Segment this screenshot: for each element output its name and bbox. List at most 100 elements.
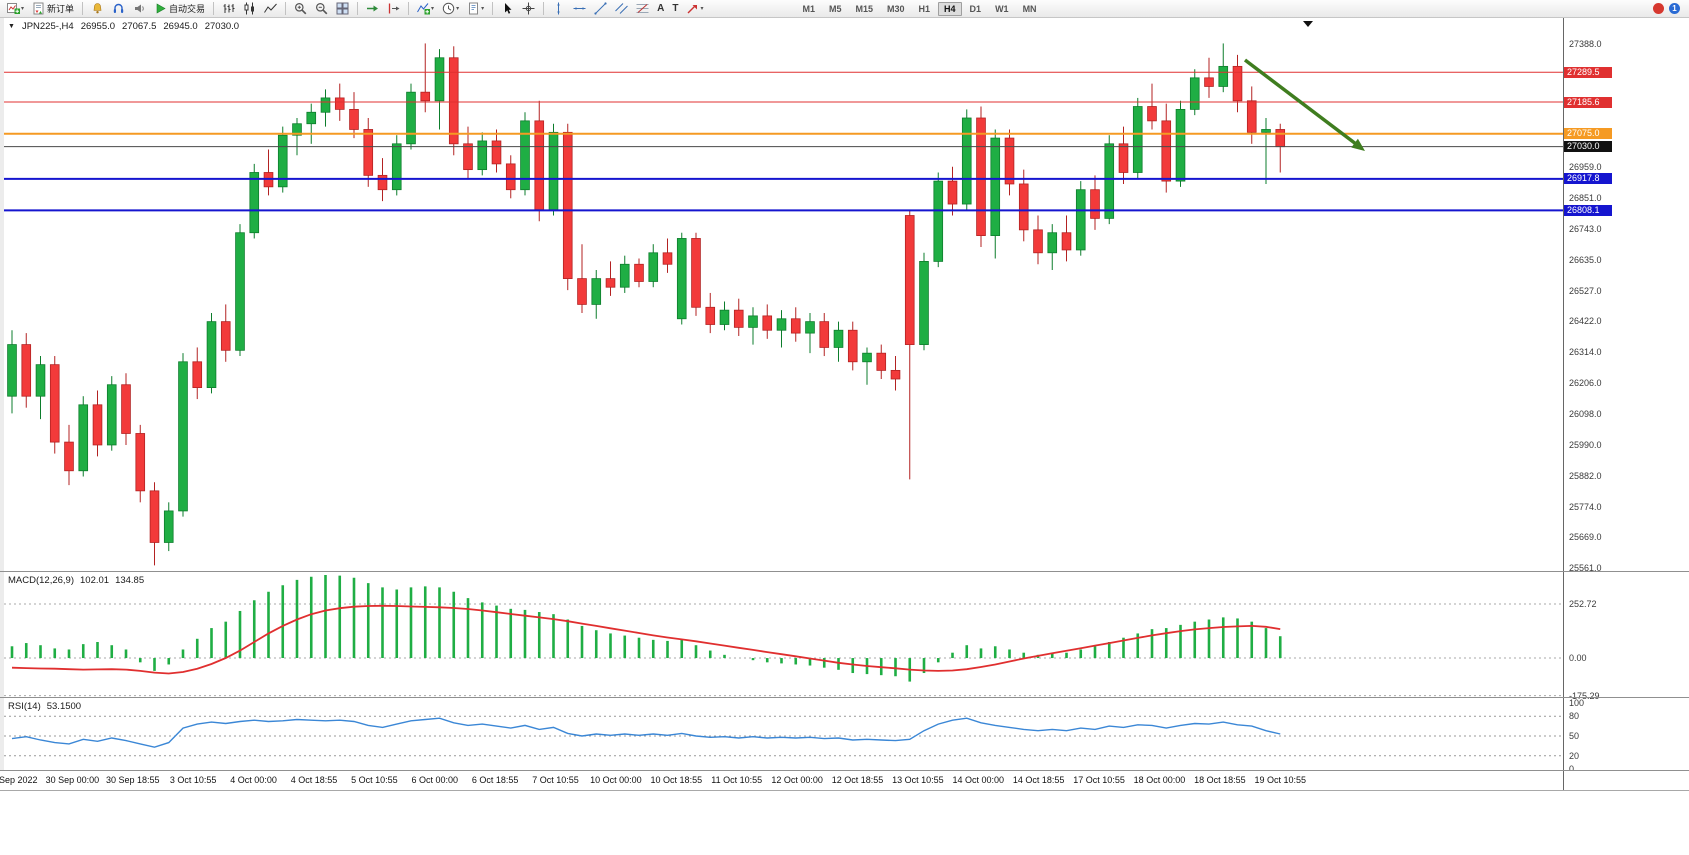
price-axis-label: 26635.0	[1569, 254, 1602, 265]
time-axis-label: 12 Oct 00:00	[771, 775, 823, 785]
price-axis-label: 26098.0	[1569, 408, 1602, 419]
rsi-label: RSI(14) 53.1500	[8, 701, 81, 712]
time-axis-label: 18 Oct 00:00	[1133, 775, 1186, 785]
candles-series[interactable]	[7, 43, 1286, 566]
macd-axis[interactable]: 252.72 0.00 -175.29	[1564, 572, 1688, 701]
indicators-button[interactable]: ▾	[414, 0, 437, 18]
price-axis-label: 25669.0	[1569, 532, 1602, 543]
periods-button[interactable]: ▾	[439, 0, 462, 18]
zoom-in-button[interactable]	[291, 0, 310, 18]
chart-line-button[interactable]	[261, 0, 280, 18]
toolbar-right: 1	[1648, 3, 1686, 14]
window-border	[0, 18, 4, 790]
time-axis-label: 30 Sep 00:00	[45, 775, 100, 785]
timeframe-mn-button[interactable]: MN	[1022, 3, 1037, 14]
alerts-button[interactable]	[88, 0, 107, 18]
macd-axis-label: -175.29	[1569, 690, 1600, 701]
text-label: A	[657, 3, 665, 14]
rsi-panel[interactable]	[4, 699, 1563, 771]
new-order-button[interactable]: 新订单	[29, 0, 77, 18]
chart-candles-button[interactable]	[240, 0, 259, 18]
trend-icon	[594, 2, 607, 15]
horizontal-lines	[4, 71, 1563, 212]
text-label-label: T	[672, 3, 679, 14]
linechart-icon	[264, 2, 277, 15]
macd-panel[interactable]	[4, 572, 1563, 697]
timeframe-h1-button[interactable]: H1	[918, 3, 931, 14]
fibonacci-button[interactable]	[633, 0, 652, 18]
price-axis-label: 25882.0	[1569, 470, 1602, 481]
community-icon[interactable]	[1653, 3, 1664, 14]
horizontal-line-button[interactable]	[570, 0, 589, 18]
bell-icon	[91, 2, 104, 15]
rsi-axis-label: 50	[1569, 731, 1580, 741]
timeframe-m1-button[interactable]: M1	[802, 3, 815, 14]
arrowtool-icon	[686, 2, 699, 15]
collapse-icon[interactable]: ▼	[8, 23, 15, 30]
zoom-in-icon	[294, 2, 307, 15]
time-axis-label: 4 Oct 18:55	[290, 775, 338, 785]
indicators-icon	[417, 2, 431, 15]
timeframe-h4-button[interactable]: H4	[938, 1, 962, 16]
time-axis-label: 10 Oct 00:00	[590, 775, 642, 785]
rsi-value: 53.1500	[46, 701, 82, 712]
price-axis-label: 25561.0	[1569, 563, 1602, 573]
clock-icon	[442, 2, 455, 15]
rsi-axis-label: 0	[1569, 764, 1575, 774]
price-axis-label: 27388.0	[1569, 39, 1602, 49]
text-button[interactable]: A	[654, 0, 667, 18]
time-axis[interactable]: 29 Sep 2022 30 Sep 00:00 30 Sep 18:55 3 Oct…	[0, 771, 1689, 790]
timeframe-m30-button[interactable]: M30	[887, 3, 905, 14]
chart-symbol-period: JPN225-,H4	[21, 21, 74, 32]
vertical-line-button[interactable]	[549, 0, 568, 18]
zoom-out-button[interactable]	[312, 0, 331, 18]
rsi-axis-label: 80	[1569, 711, 1580, 722]
speaker-icon	[133, 2, 146, 15]
new-order-icon	[32, 2, 45, 15]
arrows-button[interactable]: ▾	[683, 0, 706, 18]
equidistant-channel-button[interactable]	[612, 0, 631, 18]
timeframe-m5-button[interactable]: M5	[828, 3, 842, 14]
time-axis-label: 19 Oct 10:55	[1254, 775, 1307, 785]
time-axis-label: 18 Oct 18:55	[1194, 775, 1246, 785]
crosshair-button[interactable]	[519, 0, 538, 18]
tile-windows-button[interactable]	[333, 0, 352, 18]
chart-shift-button[interactable]	[384, 0, 403, 18]
chart-bars-button[interactable]	[219, 0, 238, 18]
cursor-button[interactable]	[498, 0, 517, 18]
chart-shift-marker[interactable]	[1303, 21, 1313, 27]
notifications-icon[interactable]: 1	[1669, 3, 1680, 14]
time-axis-label: 17 Oct 10:55	[1073, 775, 1125, 785]
trend-arrow-annotation[interactable]	[1243, 58, 1365, 151]
sound-button[interactable]	[130, 0, 149, 18]
timeframe-d1-button[interactable]: D1	[969, 3, 982, 14]
panel-splitter[interactable]	[0, 697, 1689, 698]
autotrading-label: 自动交易	[169, 4, 206, 14]
text-label-button[interactable]: T	[669, 0, 681, 18]
rsi-axis[interactable]: 100 80 50 20 0	[1564, 698, 1688, 774]
main-chart[interactable]	[4, 18, 1563, 571]
chart-header: ▼ JPN225-,H4 26955.0 27067.5 26945.0 270…	[8, 21, 239, 32]
auto-scroll-button[interactable]	[363, 0, 382, 18]
market-watch-button[interactable]	[109, 0, 128, 18]
timeframe-bar: M1 M5 M15 M30 H1 H4 D1 W1 MN	[795, 1, 1043, 16]
macd-histogram	[10, 574, 1282, 682]
timeframe-m15-button[interactable]: M15	[855, 3, 873, 14]
headset-icon	[112, 2, 125, 15]
autotrading-button[interactable]: 自动交易	[151, 0, 208, 18]
shift-icon	[387, 2, 400, 15]
templates-button[interactable]: ▾	[464, 0, 487, 18]
new-chart-button[interactable]: ▾	[4, 0, 27, 18]
chart-close-value: 27030.0	[204, 21, 240, 32]
price-axis[interactable]: 27388.0 26959.0 26851.0 26743.0 26635.0 26527…	[1564, 18, 1688, 573]
toolbar-separator	[492, 2, 494, 15]
cursor-icon	[501, 2, 514, 15]
trendline-button[interactable]	[591, 0, 610, 18]
candles-icon	[243, 2, 256, 15]
time-axis-label: 7 Oct 10:55	[532, 775, 579, 785]
vline-icon	[552, 2, 565, 15]
panel-splitter[interactable]	[0, 770, 1689, 771]
panel-splitter[interactable]	[0, 571, 1689, 572]
timeframe-w1-button[interactable]: W1	[995, 3, 1009, 14]
